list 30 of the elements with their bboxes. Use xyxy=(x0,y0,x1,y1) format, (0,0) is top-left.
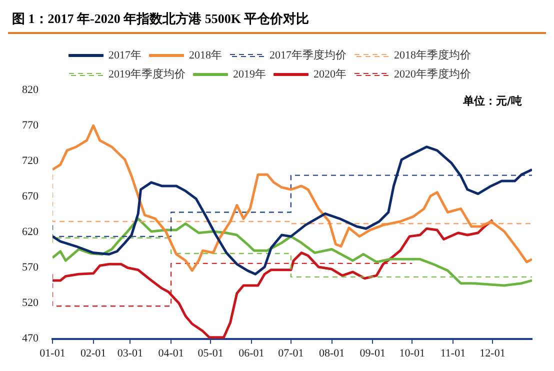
x-tick-label: 03-01 xyxy=(117,347,144,360)
x-tick-label: 09-01 xyxy=(360,347,386,360)
legend-label: 2017年季度均价 xyxy=(270,48,346,62)
x-tick-label: 02-01 xyxy=(80,347,106,360)
y-tick-label: 820 xyxy=(22,84,39,96)
y-tick-label: 670 xyxy=(22,190,39,203)
x-tick-label: 11-01 xyxy=(440,347,466,360)
y-tick-label: 570 xyxy=(22,262,39,274)
y-tick-label: 620 xyxy=(22,226,39,238)
legend-label: 2020年 xyxy=(314,68,346,80)
x-tick-label: 04-01 xyxy=(158,347,184,360)
legend-label: 2019年季度均价 xyxy=(108,67,186,80)
chart-title: 图 1：2017 年-2020 年指数北方港 5500K 平仓价对比 xyxy=(8,8,546,34)
legend-label: 2018年 xyxy=(189,49,222,62)
legend-label: 2017年 xyxy=(108,49,142,62)
y-tick-label: 520 xyxy=(22,297,39,310)
x-tick-label: 05-01 xyxy=(198,347,224,360)
legend-label: 2020年季度均价 xyxy=(394,67,471,80)
x-tick-label: 10-01 xyxy=(399,347,425,360)
y-tick-label: 720 xyxy=(22,154,39,167)
x-tick-label: 12-01 xyxy=(480,347,506,360)
x-tick-label: 06-01 xyxy=(238,347,264,360)
annotation: 单位：元/吨 xyxy=(462,94,522,108)
y-tick-label: 470 xyxy=(22,332,39,345)
y-tick-label: 770 xyxy=(22,119,39,132)
legend-label: 2018年季度均价 xyxy=(394,48,471,62)
legend-label: 2019年 xyxy=(233,68,266,80)
x-tick-label: 01-01 xyxy=(40,347,66,360)
x-tick-label: 08-01 xyxy=(318,347,345,360)
x-tick-label: 07-01 xyxy=(278,347,304,360)
